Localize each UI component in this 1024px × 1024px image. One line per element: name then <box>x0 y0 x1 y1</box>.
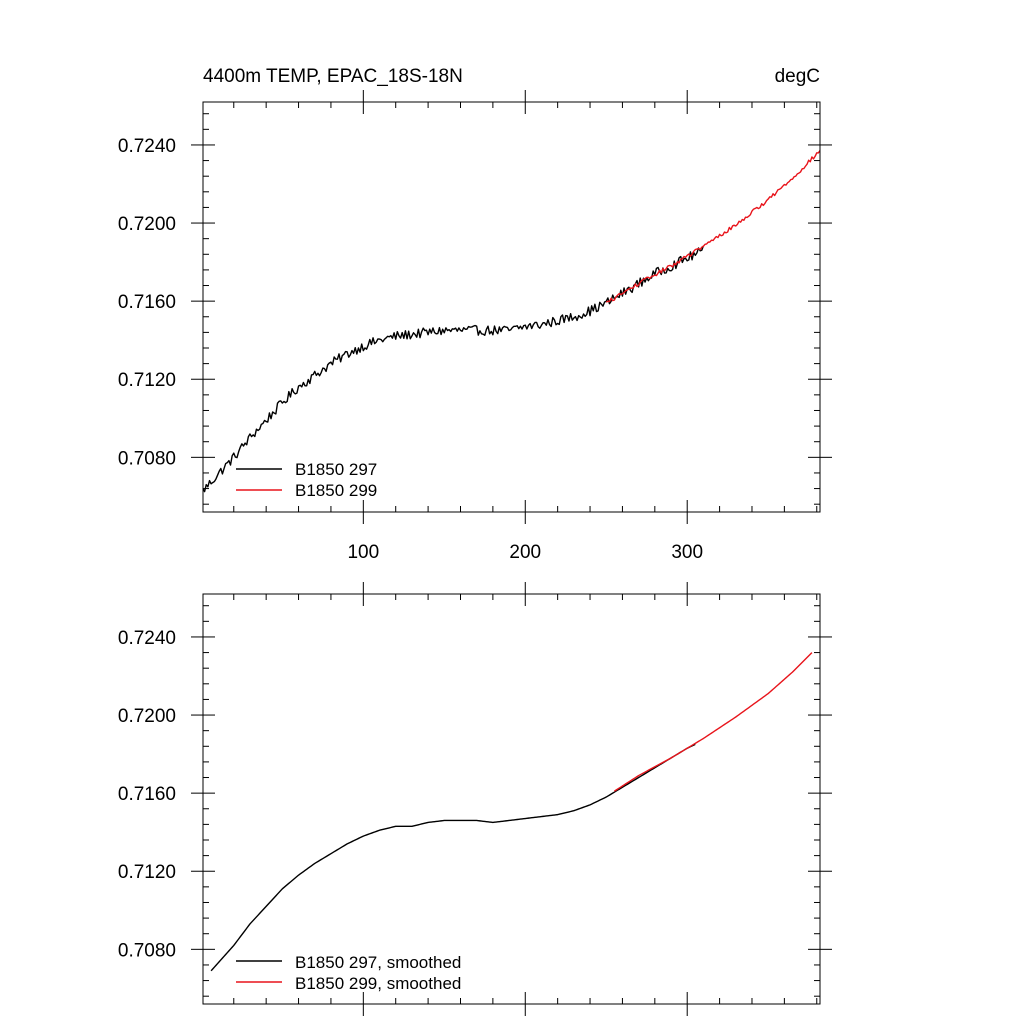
series-line-297 <box>210 743 696 972</box>
x-tick-label: 100 <box>347 542 379 563</box>
legend-label-299-smoothed: B1850 299, smoothed <box>295 974 461 993</box>
y-tick-label: 0.7240 <box>118 136 176 157</box>
tick-labels: 0.7080 0.7120 0.7160 0.7200 0.7240 <box>118 628 176 961</box>
y-tick-label: 0.7080 <box>118 448 176 469</box>
tick-marks <box>191 90 832 524</box>
y-tick-label: 0.7080 <box>118 940 176 961</box>
plot-frame <box>202 101 821 513</box>
y-tick-label: 0.7120 <box>118 862 176 883</box>
legend: B1850 297, smoothed B1850 299, smoothed <box>236 953 461 993</box>
x-tick-label: 200 <box>509 542 541 563</box>
series-lines <box>210 652 813 972</box>
tick-marks <box>191 582 832 1016</box>
series-line-299 <box>605 150 821 303</box>
x-tick-label: 300 <box>671 542 703 563</box>
legend-label-297-smoothed: B1850 297, smoothed <box>295 953 461 972</box>
legend-label-299: B1850 299 <box>295 481 377 500</box>
y-tick-label: 0.7200 <box>118 214 176 235</box>
y-tick-label: 0.7200 <box>118 706 176 727</box>
top-panel: 4400m TEMP, EPAC_18S-18N degC 0.7080 0.71… <box>118 66 832 563</box>
y-tick-label: 0.7160 <box>118 784 176 805</box>
series-line-299 <box>613 652 813 792</box>
plot-frame <box>202 593 821 1005</box>
y-tick-label: 0.7120 <box>118 370 176 391</box>
bottom-panel: 0.7080 0.7120 0.7160 0.7200 0.7240 B1850 297… <box>118 582 832 1016</box>
legend-label-297: B1850 297 <box>295 460 377 479</box>
panel-units: degC <box>775 66 820 87</box>
series-lines <box>202 150 821 493</box>
y-tick-label: 0.7160 <box>118 292 176 313</box>
y-tick-label: 0.7240 <box>118 628 176 649</box>
legend: B1850 297 B1850 299 <box>236 460 377 500</box>
tick-labels: 0.7080 0.7120 0.7160 0.7200 0.7240 100 200 300 <box>118 136 703 563</box>
panel-title: 4400m TEMP, EPAC_18S-18N <box>203 66 463 87</box>
